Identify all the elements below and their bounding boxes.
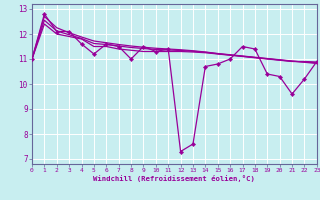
X-axis label: Windchill (Refroidissement éolien,°C): Windchill (Refroidissement éolien,°C) [93, 175, 255, 182]
